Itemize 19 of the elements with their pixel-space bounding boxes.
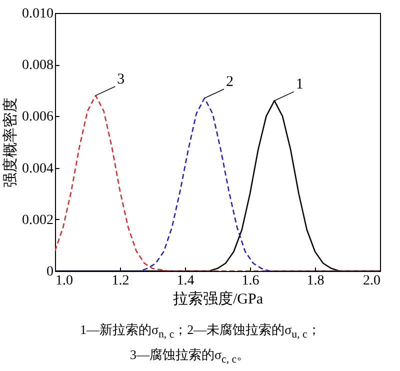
y-tick-label: 0.008 [22, 58, 54, 74]
y-tick-label: 0.010 [22, 6, 54, 22]
text: 3—腐蚀拉索的σ$_{c, c}$。 [129, 346, 251, 368]
y-tick-label: 0.004 [22, 161, 54, 176]
text: 1—新拉索的σ$_{n, c}$；2—未腐蚀拉索的σ$_{u, c}$； [79, 321, 322, 343]
y-axis-title: 强度概率密度 [2, 98, 19, 188]
y-tick-label: 0.006 [22, 110, 54, 125]
x-tick-label: 1.0 [56, 274, 73, 288]
x-tick-label: 1.8 [306, 274, 324, 288]
x-tick-label: 2.0 [363, 274, 380, 288]
series-label: 2 [226, 74, 234, 90]
series-label: 3 [117, 72, 125, 88]
y-tick-label: 0.002 [22, 212, 54, 228]
x-tick-label: 1.6 [242, 274, 260, 288]
x-tick-label: 1.4 [176, 274, 194, 288]
y-tick-label: 0 [46, 264, 54, 280]
x-tick-label: 1.2 [112, 274, 130, 288]
series-label: 1 [296, 76, 304, 93]
x-axis-title: 拉索强度/GPa [173, 290, 264, 308]
